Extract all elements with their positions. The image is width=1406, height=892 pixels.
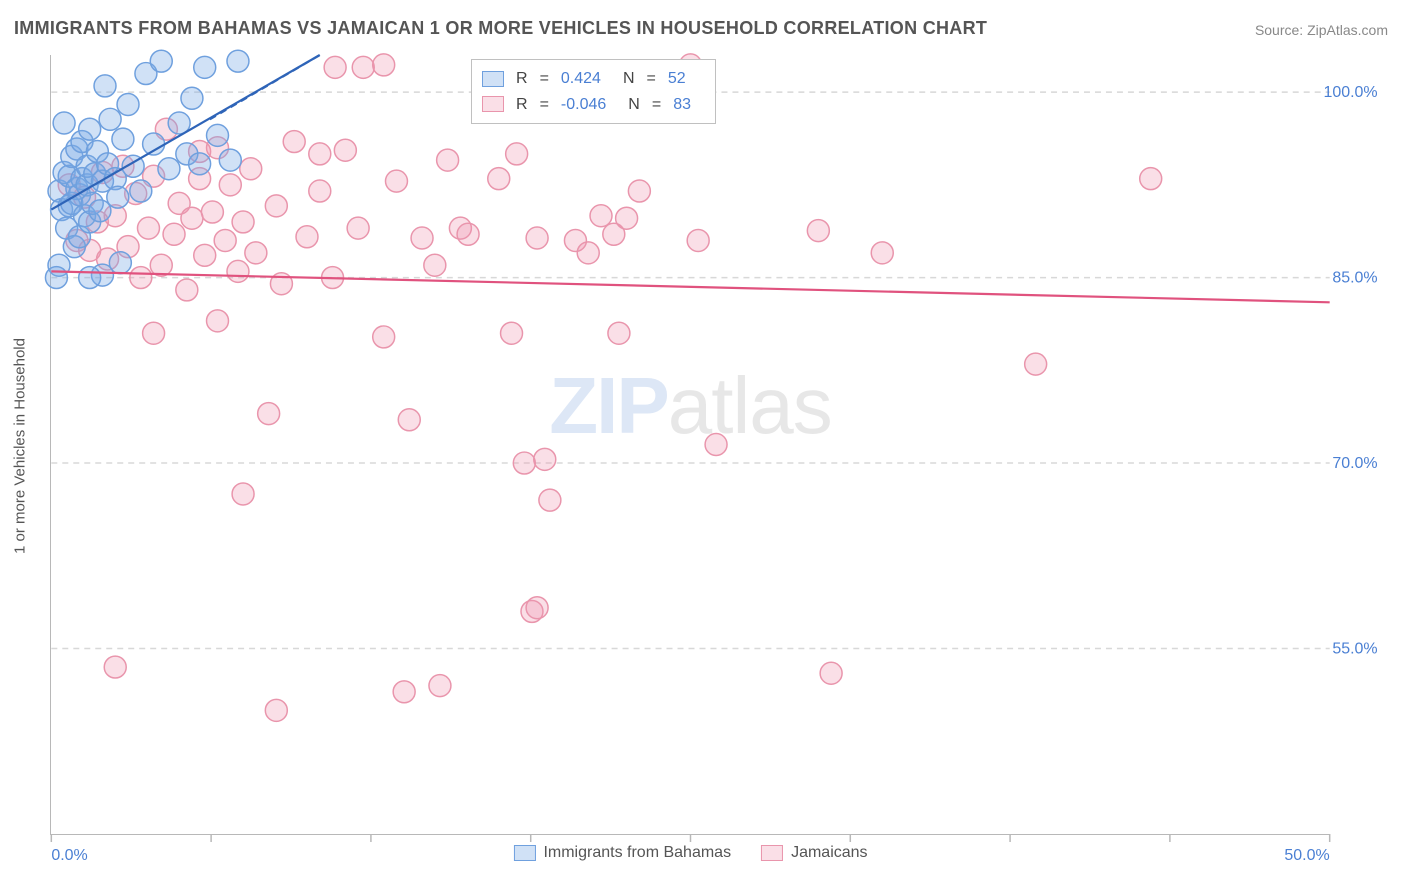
swatch-bahamas-2: [513, 845, 535, 861]
legend-row-jamaica: R = -0.046 N = 83: [482, 92, 701, 118]
swatch-jamaica-2: [761, 845, 783, 861]
source-credit: Source: ZipAtlas.com: [1255, 22, 1388, 38]
n-value-bahamas: 52: [668, 66, 686, 92]
chart-title: IMMIGRANTS FROM BAHAMAS VS JAMAICAN 1 OR…: [14, 18, 987, 39]
r-label: R: [516, 66, 528, 92]
svg-text:85.0%: 85.0%: [1332, 270, 1377, 287]
legend-label-jamaica: Jamaicans: [791, 844, 867, 862]
svg-text:55.0%: 55.0%: [1332, 641, 1377, 658]
legend-label-bahamas: Immigrants from Bahamas: [543, 844, 731, 862]
r-value-bahamas: 0.424: [561, 66, 601, 92]
n-value-jamaica: 83: [673, 92, 691, 118]
stats-legend: R = 0.424 N = 52 R = -0.046 N = 83: [471, 59, 716, 124]
svg-text:70.0%: 70.0%: [1332, 455, 1377, 472]
plot-svg: 55.0%70.0%85.0%100.0%0.0%50.0%: [51, 55, 1330, 834]
n-label: N: [623, 66, 635, 92]
correlation-chart: IMMIGRANTS FROM BAHAMAS VS JAMAICAN 1 OR…: [0, 0, 1406, 892]
svg-text:100.0%: 100.0%: [1323, 84, 1377, 101]
y-axis-title: 1 or more Vehicles in Household: [12, 338, 29, 554]
swatch-bahamas: [482, 71, 504, 87]
series-legend: Immigrants from Bahamas Jamaicans: [513, 844, 867, 862]
legend-item-bahamas: Immigrants from Bahamas: [513, 844, 731, 862]
legend-row-bahamas: R = 0.424 N = 52: [482, 66, 701, 92]
plot-area: ZIPatlas 55.0%70.0%85.0%100.0%0.0%50.0% …: [50, 55, 1330, 835]
svg-text:50.0%: 50.0%: [1284, 847, 1329, 864]
svg-text:0.0%: 0.0%: [51, 847, 87, 864]
r-value-jamaica: -0.046: [561, 92, 606, 118]
swatch-jamaica: [482, 96, 504, 112]
legend-item-jamaica: Jamaicans: [761, 844, 867, 862]
